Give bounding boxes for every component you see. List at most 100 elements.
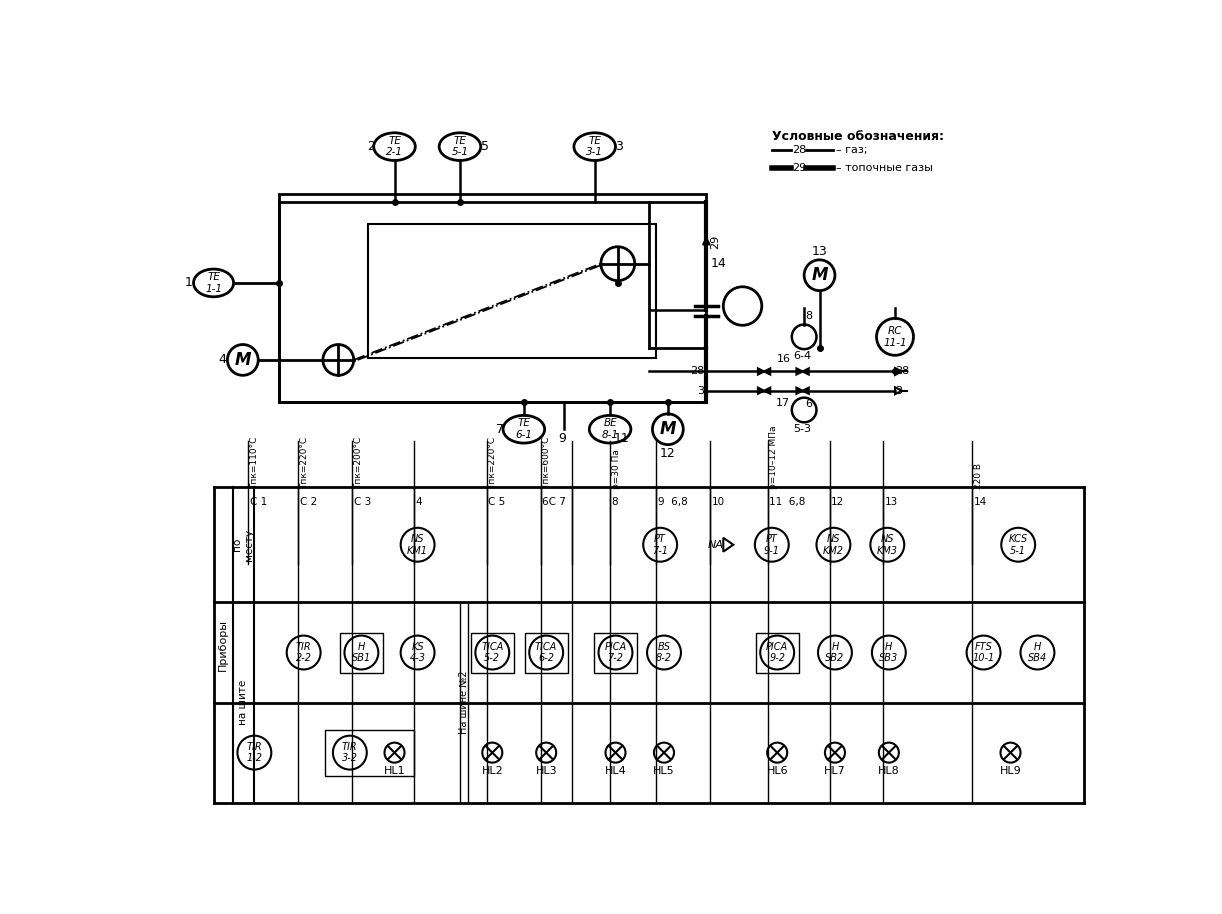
Text: 13: 13 [811, 245, 827, 258]
Text: 2: 2 [368, 140, 375, 154]
Text: 10: 10 [711, 497, 725, 507]
Text: 8: 8 [805, 311, 813, 321]
Text: 4: 4 [219, 354, 226, 367]
Text: С 2: С 2 [299, 497, 316, 507]
Text: HL1: HL1 [384, 767, 406, 777]
Polygon shape [797, 388, 803, 394]
Text: M: M [235, 351, 251, 369]
Text: FTS
10-1: FTS 10-1 [973, 642, 995, 664]
Text: С 1: С 1 [249, 497, 266, 507]
Text: 13: 13 [885, 497, 898, 507]
Text: Tпк=600°С: Tпк=600°С [543, 437, 551, 489]
Bar [755, 632, 799, 673]
Text: p=10–12 МПа: p=10–12 МПа [770, 426, 778, 489]
Text: 7: 7 [496, 423, 503, 436]
Text: 28: 28 [793, 145, 807, 155]
Text: M: M [811, 266, 827, 284]
Text: TIR
2-2: TIR 2-2 [296, 642, 312, 664]
Text: KCS
5-1: KCS 5-1 [1008, 534, 1028, 556]
Text: 28: 28 [689, 367, 704, 377]
Text: Tпк=220°С: Tпк=220°С [489, 437, 497, 489]
Text: HL7: HL7 [824, 767, 846, 777]
Bar [279, 195, 706, 402]
Text: 3: 3 [616, 140, 623, 154]
Text: p=30 Па: p=30 Па [612, 450, 621, 489]
Text: TICA
6-2: TICA 6-2 [535, 642, 557, 664]
Text: TE
6-1: TE 6-1 [516, 419, 533, 440]
Text: NS
KM2: NS KM2 [822, 534, 844, 556]
Text: NA: NA [708, 540, 723, 549]
Text: HL3: HL3 [535, 767, 557, 777]
Text: 29: 29 [793, 164, 807, 173]
Polygon shape [797, 368, 803, 375]
Text: PT
7-1: PT 7-1 [653, 534, 668, 556]
Text: TE
2-1: TE 2-1 [386, 136, 403, 157]
Text: TE
3-1: TE 3-1 [587, 136, 604, 157]
Text: NS
KM1: NS KM1 [407, 534, 428, 556]
Text: PICA
7-2: PICA 7-2 [605, 642, 627, 664]
Text: 220 В: 220 В [974, 463, 982, 489]
Text: H
SB2: H SB2 [825, 642, 844, 664]
Polygon shape [758, 368, 764, 375]
Text: 29: 29 [710, 235, 720, 250]
Text: Tпк=110°С: Tпк=110°С [249, 437, 259, 489]
Text: HL2: HL2 [481, 767, 503, 777]
Bar [340, 632, 382, 673]
Bar [325, 729, 414, 776]
Text: 3: 3 [895, 386, 902, 396]
Text: 8: 8 [612, 497, 618, 507]
Text: PT
9-1: PT 9-1 [764, 534, 780, 556]
Text: PICA
9-2: PICA 9-2 [766, 642, 788, 664]
Text: BS
8-2: BS 8-2 [656, 642, 672, 664]
Text: H
SB4: H SB4 [1028, 642, 1047, 664]
Text: H
SB3: H SB3 [879, 642, 898, 664]
Text: 14: 14 [710, 257, 726, 271]
Text: TE
1-1: TE 1-1 [205, 272, 222, 293]
Text: С 5: С 5 [489, 497, 506, 507]
Bar [470, 632, 514, 673]
Text: 3: 3 [697, 386, 704, 396]
Text: на шите: на шите [238, 680, 248, 725]
Text: 9: 9 [558, 431, 566, 444]
Text: 16: 16 [776, 354, 791, 364]
Bar [594, 632, 637, 673]
Text: TIR
1-2: TIR 1-2 [247, 742, 263, 763]
Polygon shape [758, 388, 764, 394]
Text: Условные обозначения:: Условные обозначения: [772, 130, 943, 143]
Text: 6-4: 6-4 [793, 352, 811, 361]
Text: RC
11-1: RC 11-1 [884, 326, 907, 347]
Text: 17: 17 [776, 399, 791, 409]
Text: – топочные газы: – топочные газы [837, 164, 934, 173]
Bar [524, 632, 568, 673]
Text: BE
8-1: BE 8-1 [601, 419, 618, 440]
Text: HL5: HL5 [654, 767, 675, 777]
Text: M: M [660, 420, 676, 438]
Text: Tпк=200°С: Tпк=200°С [353, 437, 363, 489]
Text: 11  6,8: 11 6,8 [770, 497, 805, 507]
Text: На шине №2: На шине №2 [458, 671, 469, 734]
Text: TIR
3-2: TIR 3-2 [342, 742, 358, 763]
Text: 28: 28 [895, 367, 909, 377]
Text: TICA
5-2: TICA 5-2 [481, 642, 503, 664]
Polygon shape [803, 368, 809, 375]
Text: С 3: С 3 [353, 497, 371, 507]
Text: 1: 1 [185, 276, 193, 290]
Polygon shape [803, 388, 809, 394]
Text: H
SB1: H SB1 [352, 642, 371, 664]
Text: HL6: HL6 [766, 767, 788, 777]
Text: 6: 6 [805, 399, 813, 409]
Text: 9  6,8: 9 6,8 [657, 497, 688, 507]
Text: 5: 5 [480, 140, 489, 154]
Bar [368, 224, 656, 358]
Polygon shape [764, 388, 770, 394]
Text: HL9: HL9 [1000, 767, 1022, 777]
Text: KS
4-3: KS 4-3 [409, 642, 425, 664]
Text: Приборы: Приборы [218, 619, 227, 671]
Text: NS
KM3: NS KM3 [877, 534, 898, 556]
Text: 11: 11 [613, 431, 629, 444]
Text: TE
5-1: TE 5-1 [451, 136, 468, 157]
Text: 12: 12 [660, 447, 676, 460]
Text: – газ;: – газ; [837, 145, 868, 155]
Text: 12: 12 [831, 497, 844, 507]
Text: HL8: HL8 [877, 767, 899, 777]
